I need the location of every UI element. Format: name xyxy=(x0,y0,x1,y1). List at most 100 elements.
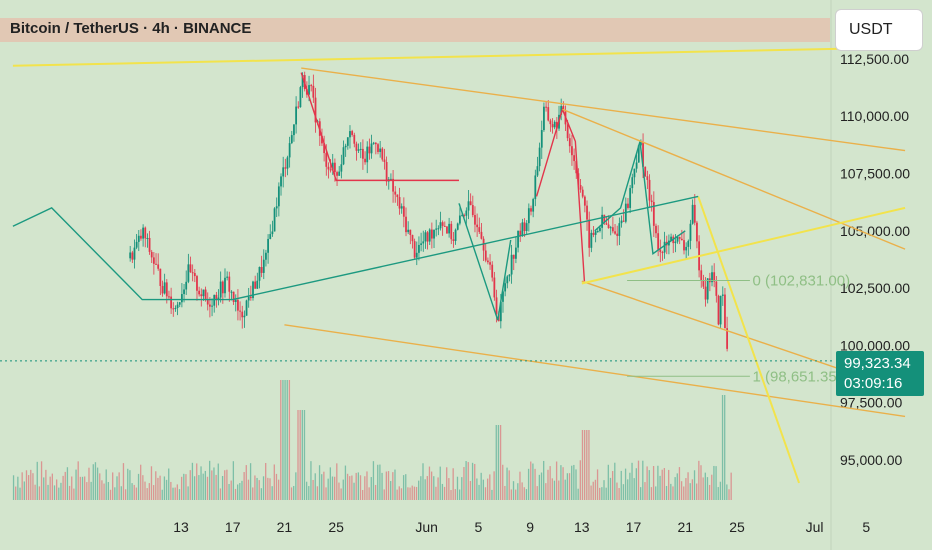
volume-bar xyxy=(176,484,178,500)
chart-title: Bitcoin / TetherUS · 4h · BINANCE xyxy=(10,20,252,37)
volume-bar xyxy=(275,473,278,500)
volume-bar xyxy=(303,410,306,500)
candle-body xyxy=(200,294,203,297)
candle-body xyxy=(148,237,151,252)
candle-body xyxy=(469,201,472,206)
candle-body xyxy=(534,175,537,200)
volume-bar xyxy=(495,425,497,500)
volume-bar xyxy=(400,488,403,500)
candle-body xyxy=(185,281,188,290)
pattern-line xyxy=(535,107,586,282)
candle-body xyxy=(670,236,672,241)
volume-bar xyxy=(366,471,368,500)
candle-body xyxy=(616,233,619,236)
volume-bar xyxy=(196,463,198,500)
volume-bar xyxy=(273,464,275,500)
currency-selector[interactable]: USDT xyxy=(835,9,923,51)
volume-bar xyxy=(420,476,422,500)
volume-bar xyxy=(465,461,467,500)
candle-body xyxy=(314,97,317,123)
volume-bar xyxy=(19,487,21,500)
candle-body xyxy=(484,250,487,261)
volume-bar xyxy=(71,476,73,500)
volume-bar xyxy=(84,476,86,500)
volume-bar xyxy=(504,485,506,500)
candle-body xyxy=(568,138,571,147)
volume-bar xyxy=(476,478,478,500)
candle-body xyxy=(178,302,181,305)
volume-bar xyxy=(364,476,366,500)
candle-body xyxy=(219,281,222,298)
teal-rising xyxy=(232,195,699,301)
volume-bar xyxy=(437,477,439,500)
volume-bar xyxy=(549,466,551,500)
volume-bar xyxy=(116,476,118,500)
candle-body xyxy=(398,197,401,209)
candle-body xyxy=(661,252,664,254)
candle-body xyxy=(321,135,323,144)
volume-bar xyxy=(379,464,381,500)
candle-body xyxy=(450,223,453,240)
candle-body xyxy=(252,281,254,299)
volume-bar xyxy=(66,467,69,500)
volume-bar xyxy=(590,485,592,500)
volume-bar xyxy=(607,464,609,500)
candle-body xyxy=(260,267,263,273)
volume-bar xyxy=(536,486,538,500)
volume-bar xyxy=(107,481,110,500)
candle-body xyxy=(150,251,153,258)
volume-bar xyxy=(17,476,19,500)
candle-body xyxy=(325,153,328,167)
volume-bar xyxy=(551,478,553,500)
candle-body xyxy=(349,131,351,138)
volume-bar xyxy=(62,475,64,500)
volume-bar xyxy=(564,479,566,500)
candle-body xyxy=(271,231,274,235)
candle-body xyxy=(508,274,511,277)
candle-body xyxy=(693,204,696,223)
volume-bar xyxy=(515,489,517,500)
candle-body xyxy=(530,208,532,212)
volume-bar xyxy=(575,469,577,500)
volume-bar xyxy=(478,484,480,500)
volume-bar xyxy=(114,487,116,500)
candle-body xyxy=(168,296,170,298)
candle-body xyxy=(133,247,136,260)
volume-bar xyxy=(30,469,32,500)
pattern-line xyxy=(458,203,512,321)
candle-body xyxy=(683,240,685,251)
candle-body xyxy=(301,75,304,88)
y-tick-label: 97,500.00 xyxy=(840,395,902,411)
candle-body xyxy=(551,124,554,128)
candle-body xyxy=(420,243,422,245)
volume-bar xyxy=(243,472,245,500)
volume-bar xyxy=(644,482,646,500)
candle-body xyxy=(487,260,489,263)
volume-bar xyxy=(452,468,454,500)
candle-body xyxy=(359,148,362,150)
candle-body xyxy=(525,223,528,232)
volume-bar xyxy=(521,482,523,500)
volume-bar xyxy=(256,477,258,500)
candle-body xyxy=(290,135,293,144)
volume-bar xyxy=(627,479,629,500)
candle-body xyxy=(599,227,601,232)
candle-body xyxy=(336,172,338,176)
volume-bar xyxy=(312,479,314,500)
y-tick-label: 102,500.00 xyxy=(840,280,910,296)
candle-body xyxy=(152,257,155,264)
volume-bar xyxy=(331,476,334,500)
volume-bar xyxy=(271,486,273,500)
volume-bar xyxy=(424,479,426,500)
candle-body xyxy=(362,148,364,159)
candle-body xyxy=(338,171,341,176)
candle-body xyxy=(342,147,345,165)
volume-bar xyxy=(413,486,416,500)
volume-bar xyxy=(534,468,536,500)
volume-bar xyxy=(430,471,433,500)
volume-bar xyxy=(310,461,312,500)
orange-resistance-upper xyxy=(301,67,906,152)
volume-bar xyxy=(696,483,698,500)
